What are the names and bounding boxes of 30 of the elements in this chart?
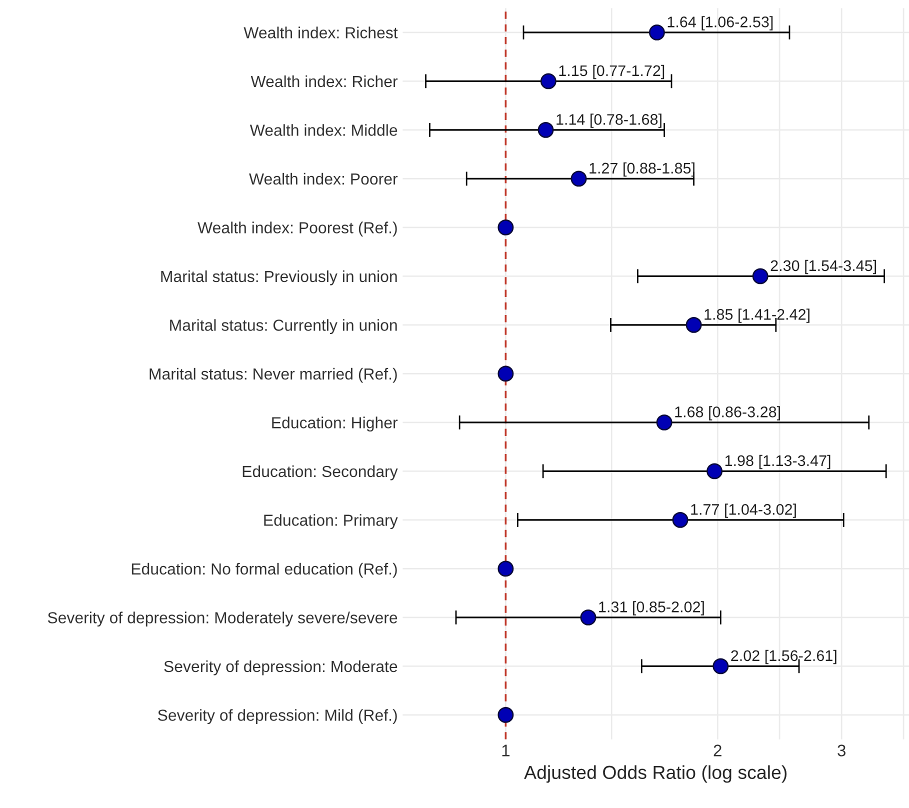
y-tick-label: Severity of depression: Mild (Ref.): [158, 709, 397, 724]
data-label: 1.77 [1.04-3.02]: [691, 504, 796, 518]
data-label: 2.30 [1.54-3.45]: [770, 260, 876, 274]
data-label: 1.14 [0.78-1.68]: [556, 114, 662, 128]
y-tick-label: Severity of depression: Moderately severe/severe: [48, 612, 398, 627]
data-label: 1.27 [0.88-1.85]: [590, 162, 694, 177]
x-tick-label: 3: [838, 744, 846, 756]
y-tick-label: Education: Higher: [272, 416, 398, 432]
x-axis-title: Adjusted Odds Ratio (log scale): [524, 765, 787, 783]
y-tick-label: Wealth index: Poorest (Ref.): [198, 222, 397, 237]
x-tick-label: 1: [502, 744, 510, 756]
y-tick-label: Marital status: Never married (Ref.): [150, 368, 397, 383]
y-tick-label: Marital status: Currently in union: [170, 319, 397, 334]
y-tick-label: Wealth index: Richest: [244, 26, 398, 38]
data-label: 2.02 [1.56-2.61]: [731, 650, 836, 664]
data-label: 1.64 [1.06-2.53]: [668, 16, 773, 30]
data-label: 1.15 [0.77-1.72]: [559, 64, 664, 80]
data-label: 1.31 [0.85-2.02]: [599, 601, 704, 616]
y-tick-label: Marital status: Previously in union: [161, 270, 397, 286]
y-tick-label: Education: Primary: [264, 514, 398, 530]
y-tick-label: Wealth index: Middle: [250, 124, 398, 136]
x-tick-label: 2: [714, 744, 722, 756]
data-label: 1.68 [0.86-3.28]: [675, 406, 780, 420]
y-tick-label: Education: Secondary: [242, 465, 398, 480]
y-tick-label: Severity of depression: Moderate: [164, 660, 398, 676]
y-tick-label: Wealth index: Richer: [250, 75, 398, 88]
data-label: 1.98 [1.13-3.47]: [725, 454, 830, 470]
data-label: 1.85 [1.41-2.42]: [704, 308, 810, 323]
y-tick-label: Education: No formal education (Ref.): [132, 562, 397, 578]
y-tick-label: Wealth index: Poorer: [249, 172, 398, 185]
